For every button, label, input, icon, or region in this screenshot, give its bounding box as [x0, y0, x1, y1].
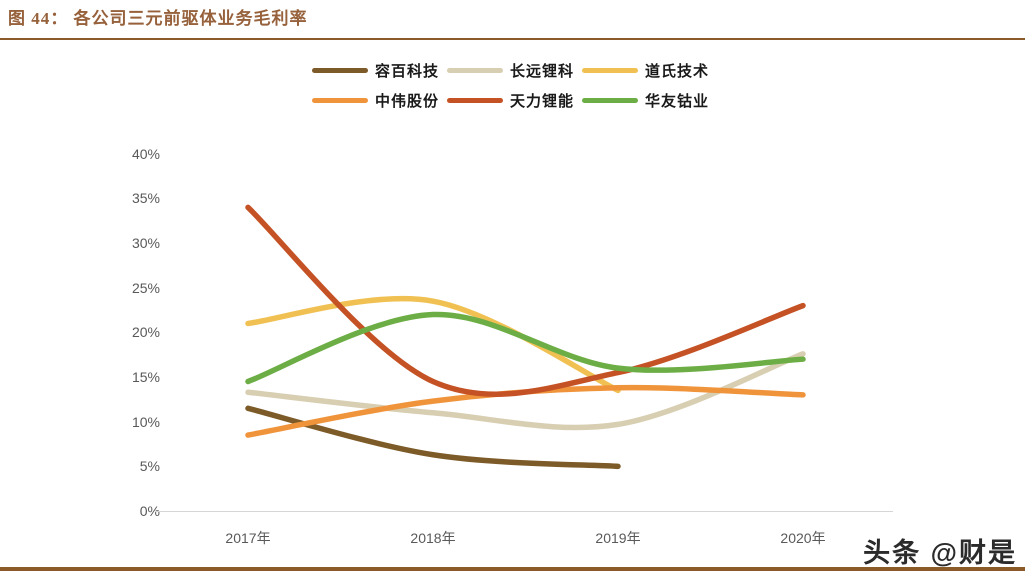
legend-label: 中伟股份: [374, 94, 439, 110]
legend-label: 道氏技术: [645, 64, 710, 80]
figure-title: 图 44： 各公司三元前驱体业务毛利率: [8, 9, 308, 28]
y-tick-label: 0%: [139, 503, 160, 519]
x-tick-label: 2017年: [225, 530, 271, 546]
legend-item: 天力锂能: [446, 90, 578, 111]
legend-item: 容百科技: [311, 60, 443, 81]
bottom-rule: [0, 567, 1025, 571]
y-tick-label: 35%: [131, 190, 160, 207]
series-line-1: [245, 351, 806, 431]
legend-row: 容百科技 长远锂科 道氏技术: [311, 60, 714, 81]
series-line-4: [245, 204, 806, 397]
legend-line-swatch: [446, 68, 503, 73]
series-line-5: [245, 311, 806, 385]
legend-line-swatch: [311, 68, 368, 73]
legend-line-swatch: [582, 98, 638, 103]
legend-item: 道氏技术: [582, 60, 713, 81]
legend-label: 天力锂能: [509, 94, 574, 110]
watermark: 头条 @财是: [863, 538, 1017, 568]
y-tick-label: 5%: [139, 458, 160, 475]
series-line-2: [245, 295, 621, 394]
y-tick-label: 40%: [131, 145, 160, 162]
legend-line-swatch: [446, 98, 503, 103]
y-tick-label: 10%: [131, 413, 160, 430]
series-line-0: [245, 405, 621, 470]
y-tick-label: 25%: [131, 279, 160, 296]
y-tick-label: 20%: [131, 324, 160, 341]
y-tick-label: 30%: [131, 235, 160, 252]
title-divider-rule: [0, 38, 1025, 40]
legend-label: 华友钴业: [645, 94, 710, 110]
legend-row: 中伟股份 天力锂能 华友钴业: [311, 90, 714, 111]
legend-item: 中伟股份: [311, 90, 443, 111]
x-axis-baseline: [155, 511, 893, 512]
legend-label: 长远锂科: [509, 64, 574, 80]
legend-item: 长远锂科: [446, 60, 578, 81]
legend-label: 容百科技: [374, 64, 439, 80]
y-tick-label: 15%: [131, 369, 160, 386]
x-tick-label: 2019年: [595, 530, 641, 546]
x-tick-label: 2018年: [410, 530, 456, 546]
legend-line-swatch: [582, 68, 638, 73]
chart-legend: 容百科技 长远锂科 道氏技术中伟股份 天力锂能 华友钴业: [0, 60, 1025, 111]
x-tick-label: 2020年: [780, 530, 826, 546]
legend-line-swatch: [311, 98, 368, 103]
legend-item: 华友钴业: [582, 90, 713, 111]
